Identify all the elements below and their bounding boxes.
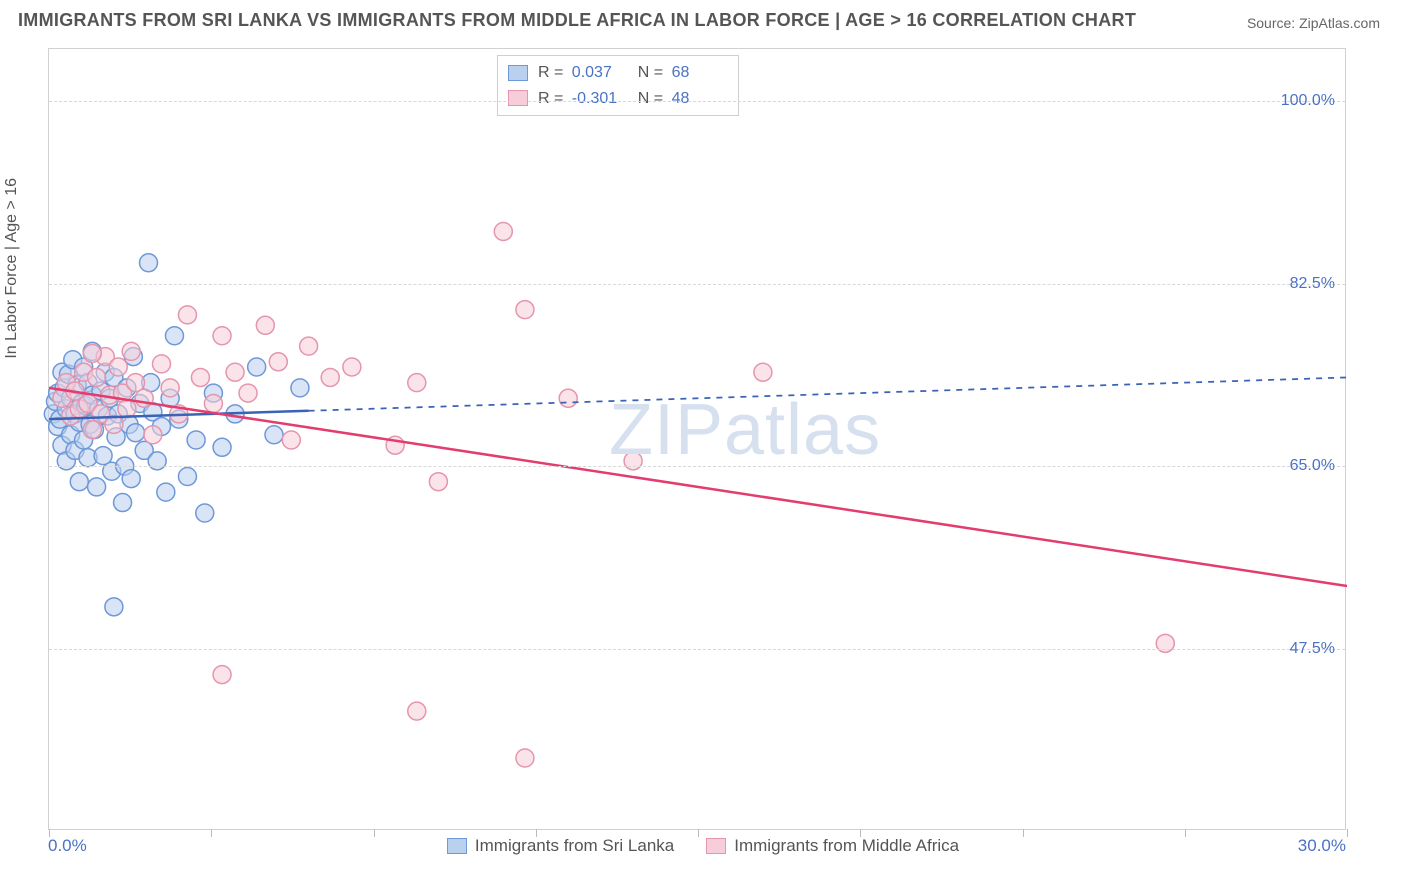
scatter-point — [105, 598, 123, 616]
scatter-point — [265, 426, 283, 444]
scatter-point — [187, 431, 205, 449]
scatter-point — [516, 301, 534, 319]
n-label: N = — [638, 90, 663, 107]
scatter-point — [321, 368, 339, 386]
scatter-point — [165, 327, 183, 345]
chart-plot-area: ZIPatlas R = 0.037N = 68R = -0.301N = 48… — [48, 48, 1346, 830]
legend-item: Immigrants from Middle Africa — [706, 836, 959, 856]
scatter-point — [157, 483, 175, 501]
scatter-point — [88, 368, 106, 386]
y-tick-label: 47.5% — [1290, 640, 1335, 658]
gridline — [49, 101, 1345, 102]
scatter-point — [624, 452, 642, 470]
scatter-plot-svg — [49, 49, 1345, 829]
stats-legend-row: R = 0.037 N = 68 — [508, 60, 728, 86]
scatter-point — [559, 389, 577, 407]
n-label: N = — [638, 64, 663, 81]
scatter-point — [144, 426, 162, 444]
trend-line — [49, 388, 1347, 586]
scatter-point — [494, 222, 512, 240]
scatter-point — [282, 431, 300, 449]
scatter-point — [178, 306, 196, 324]
scatter-point — [248, 358, 266, 376]
y-tick-label: 82.5% — [1290, 275, 1335, 293]
scatter-point — [213, 666, 231, 684]
scatter-point — [127, 424, 145, 442]
scatter-point — [256, 316, 274, 334]
legend-label: Immigrants from Middle Africa — [734, 836, 959, 856]
scatter-point — [1156, 634, 1174, 652]
n-value: 68 — [672, 60, 728, 86]
series-legend: Immigrants from Sri Lanka Immigrants from… — [0, 836, 1406, 856]
scatter-point — [122, 342, 140, 360]
scatter-point — [239, 384, 257, 402]
scatter-point — [408, 374, 426, 392]
scatter-point — [429, 473, 447, 491]
scatter-point — [109, 358, 127, 376]
scatter-point — [226, 363, 244, 381]
scatter-point — [196, 504, 214, 522]
r-label: R = — [538, 90, 563, 107]
scatter-point — [152, 355, 170, 373]
scatter-point — [291, 379, 309, 397]
scatter-point — [88, 478, 106, 496]
scatter-point — [161, 379, 179, 397]
trend-line-extrapolated — [309, 377, 1347, 410]
scatter-point — [140, 254, 158, 272]
scatter-point — [213, 327, 231, 345]
y-tick-label: 100.0% — [1281, 92, 1335, 110]
scatter-point — [114, 494, 132, 512]
r-value: 0.037 — [572, 60, 628, 86]
gridline — [49, 284, 1345, 285]
scatter-point — [516, 749, 534, 767]
y-axis-title: In Labor Force | Age > 16 — [3, 178, 21, 359]
scatter-point — [300, 337, 318, 355]
y-tick-label: 65.0% — [1290, 457, 1335, 475]
scatter-point — [204, 395, 222, 413]
scatter-point — [70, 473, 88, 491]
scatter-point — [83, 344, 101, 362]
scatter-point — [148, 452, 166, 470]
chart-title: IMMIGRANTS FROM SRI LANKA VS IMMIGRANTS … — [18, 10, 1136, 31]
r-label: R = — [538, 64, 563, 81]
n-value: 48 — [672, 86, 728, 112]
scatter-point — [178, 467, 196, 485]
legend-swatch — [447, 838, 467, 854]
r-value: -0.301 — [572, 86, 628, 112]
gridline — [49, 649, 1345, 650]
gridline — [49, 466, 1345, 467]
scatter-point — [122, 470, 140, 488]
scatter-point — [269, 353, 287, 371]
scatter-point — [191, 368, 209, 386]
scatter-point — [343, 358, 361, 376]
correlation-stats-legend: R = 0.037 N = 68 R = -0.301 N = 48 — [497, 55, 739, 116]
legend-label: Immigrants from Sri Lanka — [475, 836, 674, 856]
source-attribution: Source: ZipAtlas.com — [1247, 15, 1380, 31]
legend-swatch — [508, 65, 528, 81]
scatter-point — [118, 400, 136, 418]
legend-swatch — [508, 90, 528, 106]
scatter-point — [754, 363, 772, 381]
stats-legend-row: R = -0.301 N = 48 — [508, 86, 728, 112]
legend-swatch — [706, 838, 726, 854]
legend-item: Immigrants from Sri Lanka — [447, 836, 674, 856]
scatter-point — [408, 702, 426, 720]
scatter-point — [213, 438, 231, 456]
